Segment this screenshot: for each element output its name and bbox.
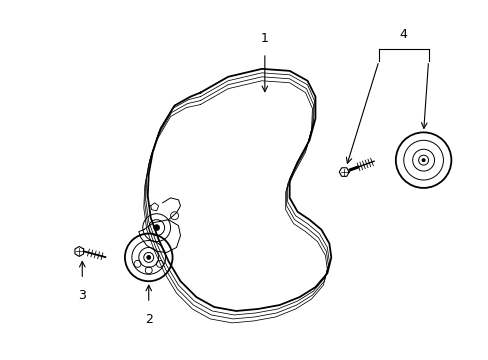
Circle shape bbox=[421, 158, 425, 162]
Circle shape bbox=[418, 155, 427, 165]
Text: 4: 4 bbox=[399, 28, 407, 41]
Circle shape bbox=[153, 225, 160, 231]
Text: 2: 2 bbox=[144, 313, 152, 326]
Circle shape bbox=[146, 255, 150, 260]
Polygon shape bbox=[339, 168, 348, 176]
Text: 3: 3 bbox=[78, 289, 86, 302]
Circle shape bbox=[143, 252, 153, 262]
Text: 1: 1 bbox=[261, 32, 268, 45]
